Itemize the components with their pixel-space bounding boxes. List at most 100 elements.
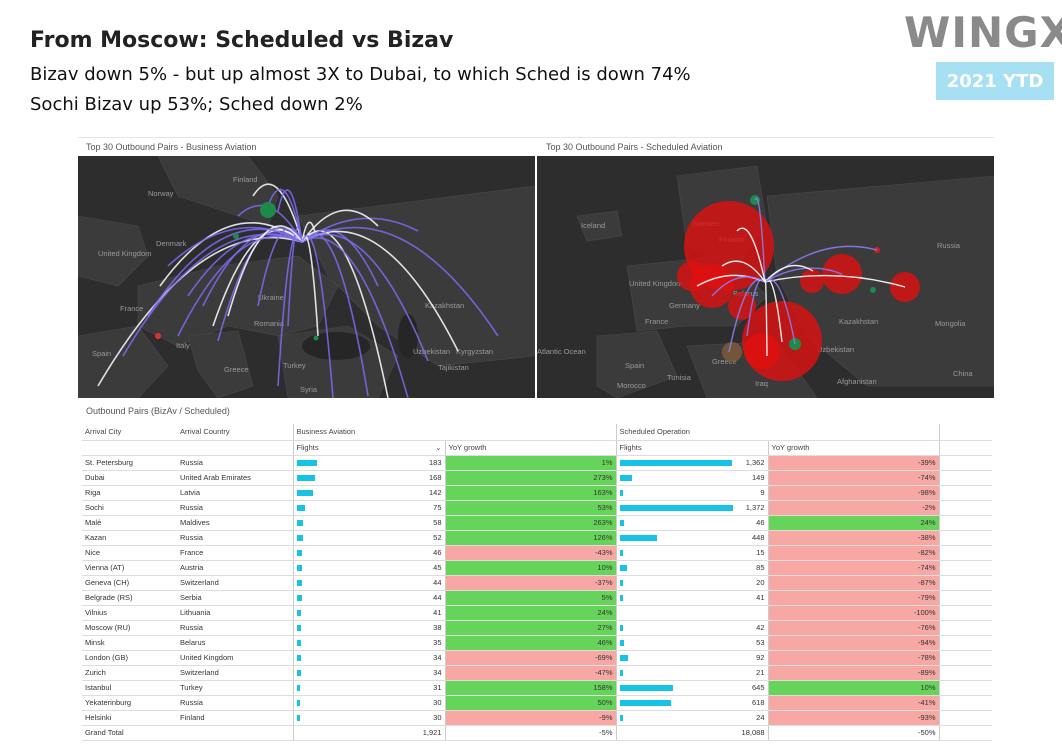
table-row[interactable]: London (GB) United Kingdom 34 -69% 92 -78% xyxy=(82,650,992,666)
cell-arrival-country: Russia xyxy=(177,620,293,636)
table-row[interactable]: Helsinki Finland 30 -9% 24 -93% xyxy=(82,710,992,726)
sched-route-arc xyxy=(721,260,766,283)
sched-destination-bubble xyxy=(728,292,756,320)
sched-flights-bar xyxy=(619,594,623,601)
map-label: United Kingdom xyxy=(98,249,151,258)
table-row[interactable]: St. Petersburg Russia 183 1% 1,362 -39% xyxy=(82,455,992,471)
biz-flights-value: 46 xyxy=(433,548,442,557)
wingx-logo: WINGX xyxy=(904,8,1062,57)
cell-biz-flights: 46 xyxy=(292,545,445,561)
cell-sched-yoy: -41% xyxy=(767,695,939,711)
cell-sched-yoy: 24% xyxy=(767,515,939,531)
sched-flights-bar xyxy=(619,519,624,526)
cell-biz-flights: 142 xyxy=(292,485,445,501)
header-business-aviation: Business Aviation xyxy=(292,424,616,441)
table-row[interactable]: Geneva (CH) Switzerland 44 -37% 20 -87% xyxy=(82,575,992,591)
cell-arrival-country: Austria xyxy=(177,560,293,576)
cell-sched-flights: 92 xyxy=(615,650,768,666)
cell-biz-yoy: -37% xyxy=(444,575,616,591)
table-row[interactable]: Istanbul Turkey 31 158% 645 10% xyxy=(82,680,992,696)
table-row[interactable]: Vilnius Lithuania 41 24% -100% xyxy=(82,605,992,621)
cell-sched-flights: 24 xyxy=(615,710,768,726)
cell-sched-flights: 20 xyxy=(615,575,768,591)
header-biz-yoy[interactable]: YoY growth xyxy=(444,440,616,456)
table-row[interactable]: Zurich Switzerland 34 -47% 21 -89% xyxy=(82,665,992,681)
cell-biz-flights: 52 xyxy=(292,530,445,546)
table-row[interactable]: Belgrade (RS) Serbia 44 5% 41 -79% xyxy=(82,590,992,606)
table-row[interactable]: Kazan Russia 52 126% 448 -38% xyxy=(82,530,992,546)
cell-spacer xyxy=(938,635,992,651)
header-sched-flights[interactable]: Flights xyxy=(615,440,768,456)
biz-flights-value: 142 xyxy=(428,488,442,497)
cell-biz-flights: 75 xyxy=(292,500,445,516)
cell-biz-flights: 38 xyxy=(292,620,445,636)
table-row[interactable]: Riga Latvia 142 163% 9 -98% xyxy=(82,485,992,501)
biz-flights-value: 38 xyxy=(433,623,442,632)
sched-route-map[interactable]: IcelandSwedenFinlandRussiaBelarusGermany… xyxy=(537,156,994,398)
map-label: Denmark xyxy=(156,239,187,248)
cell-spacer xyxy=(938,575,992,591)
sched-destination-bubble xyxy=(800,269,824,293)
bizav-destination-dot xyxy=(233,233,239,239)
cell-sched-flights: 15 xyxy=(615,545,768,561)
sched-flights-value: 46 xyxy=(756,518,765,527)
sched-flights-bar xyxy=(619,489,623,496)
cell-sched-yoy: -39% xyxy=(767,455,939,471)
table-row[interactable]: Sochi Russia 75 53% 1,372 -2% xyxy=(82,500,992,516)
cell-arrival-city: Dubai xyxy=(82,470,177,486)
table-row[interactable]: Vienna (AT) Austria 45 10% 85 -74% xyxy=(82,560,992,576)
cell-biz-flights: 35 xyxy=(292,635,445,651)
sched-flights-value: 149 xyxy=(751,473,765,482)
cell-spacer xyxy=(938,545,992,561)
bizav-route-arc xyxy=(227,225,303,317)
cell-sched-yoy: -76% xyxy=(767,620,939,636)
cell-spacer xyxy=(938,605,992,621)
map-label: Spain xyxy=(625,361,644,370)
bizav-route-arc xyxy=(277,232,303,387)
cell-arrival-city: Vienna (AT) xyxy=(82,560,177,576)
sched-route-arc xyxy=(754,197,766,283)
sched-flights-value: 53 xyxy=(756,638,765,647)
header-scheduled-operation: Scheduled Operation xyxy=(615,424,939,441)
cell-sched-yoy: -100% xyxy=(767,605,939,621)
cell-biz-yoy: 126% xyxy=(444,530,616,546)
map-label: Kyrgyzstan xyxy=(456,347,493,356)
grand-total-biz-yoy: -5% xyxy=(444,725,616,741)
map-label: Kazakhstan xyxy=(839,317,878,326)
map-label: Kazakhstan xyxy=(425,301,464,310)
period-badge: 2021 YTD xyxy=(936,62,1054,100)
bizav-route-map[interactable]: Finland Norway Denmark United Kingdom France… xyxy=(78,156,535,398)
sched-flights-value: 41 xyxy=(756,593,765,602)
header-arrival-country[interactable]: Arrival Country xyxy=(177,424,293,441)
table-row[interactable]: Dubai United Arab Emirates 168 273% 149 -74% xyxy=(82,470,992,486)
table-row[interactable]: Moscow (RU) Russia 38 27% 42 -76% xyxy=(82,620,992,636)
table-row[interactable]: Nice France 46 -43% 15 -82% xyxy=(82,545,992,561)
cell-biz-flights: 30 xyxy=(292,695,445,711)
biz-flights-bar xyxy=(296,699,300,706)
cell-spacer xyxy=(938,695,992,711)
biz-flights-value: 44 xyxy=(433,578,442,587)
cell-sched-flights: 149 xyxy=(615,470,768,486)
cell-biz-flights: 44 xyxy=(292,575,445,591)
cell-biz-flights: 30 xyxy=(292,710,445,726)
table-row[interactable]: Yekaterinburg Russia 30 50% 618 -41% xyxy=(82,695,992,711)
sched-route-arc xyxy=(764,279,768,357)
map-label: Tajikistan xyxy=(438,363,469,372)
biz-flights-bar xyxy=(296,609,301,616)
cell-arrival-city: Helsinki xyxy=(82,710,177,726)
cell-spacer xyxy=(938,500,992,516)
header-sched-yoy[interactable]: YoY growth xyxy=(767,440,939,456)
header-arrival-city[interactable]: Arrival City xyxy=(82,424,177,441)
cell-arrival-city: Zurich xyxy=(82,665,177,681)
map-label: Uzbekistan xyxy=(413,347,450,356)
table-row[interactable]: Minsk Belarus 35 46% 53 -94% xyxy=(82,635,992,651)
subtitle-bizav-dubai: Bizav down 5% - but up almost 3X to Duba… xyxy=(30,64,691,85)
cell-sched-yoy: -82% xyxy=(767,545,939,561)
table-row[interactable]: Malé Maldives 58 263% 46 24% xyxy=(82,515,992,531)
cell-arrival-city: Geneva (CH) xyxy=(82,575,177,591)
sched-flights-bar xyxy=(619,654,628,661)
header-biz-flights[interactable]: Flights ⌄ xyxy=(292,440,445,456)
cell-arrival-city: Riga xyxy=(82,485,177,501)
chevron-down-icon[interactable]: ⌄ xyxy=(435,443,442,452)
cell-biz-yoy: 27% xyxy=(444,620,616,636)
